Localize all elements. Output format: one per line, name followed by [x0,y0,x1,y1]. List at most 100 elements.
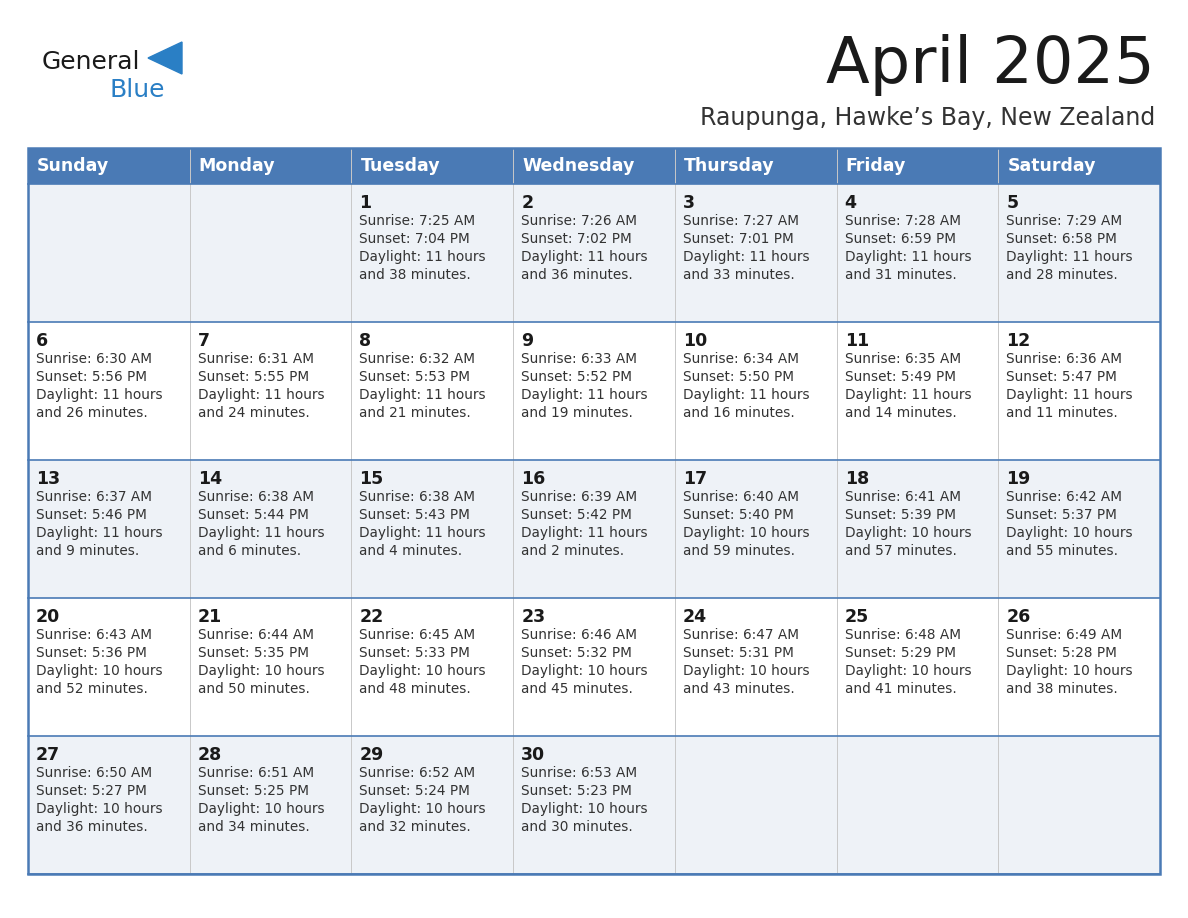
Text: Daylight: 11 hours: Daylight: 11 hours [522,388,647,402]
Bar [836,148,998,184]
Text: Wednesday: Wednesday [523,157,634,175]
Text: and 45 minutes.: and 45 minutes. [522,682,633,696]
Text: Sunrise: 6:32 AM: Sunrise: 6:32 AM [360,352,475,366]
Text: Daylight: 10 hours: Daylight: 10 hours [1006,664,1133,678]
Text: Sunset: 5:43 PM: Sunset: 5:43 PM [360,508,470,522]
Text: Daylight: 11 hours: Daylight: 11 hours [683,388,809,402]
Text: and 2 minutes.: and 2 minutes. [522,544,624,558]
Text: 4: 4 [845,194,857,212]
Text: and 36 minutes.: and 36 minutes. [522,268,633,282]
Text: Daylight: 10 hours: Daylight: 10 hours [522,802,647,816]
Text: Daylight: 11 hours: Daylight: 11 hours [360,526,486,540]
Text: April 2025: April 2025 [826,34,1155,96]
Text: and 36 minutes.: and 36 minutes. [36,820,147,834]
Text: Daylight: 11 hours: Daylight: 11 hours [197,526,324,540]
Text: 8: 8 [360,332,372,350]
Text: Sunset: 6:59 PM: Sunset: 6:59 PM [845,232,955,246]
Text: and 50 minutes.: and 50 minutes. [197,682,310,696]
Text: and 21 minutes.: and 21 minutes. [360,406,472,420]
Text: Sunrise: 6:51 AM: Sunrise: 6:51 AM [197,766,314,780]
Text: Sunrise: 6:50 AM: Sunrise: 6:50 AM [36,766,152,780]
Bar [29,460,1159,598]
Text: Sunrise: 6:33 AM: Sunrise: 6:33 AM [522,352,637,366]
Text: Sunrise: 6:47 AM: Sunrise: 6:47 AM [683,628,798,642]
Text: Sunrise: 6:38 AM: Sunrise: 6:38 AM [197,490,314,504]
Text: Friday: Friday [846,157,906,175]
Text: 22: 22 [360,608,384,626]
Text: and 33 minutes.: and 33 minutes. [683,268,795,282]
Text: Blue: Blue [110,78,165,102]
Text: 12: 12 [1006,332,1030,350]
Text: Sunset: 5:49 PM: Sunset: 5:49 PM [845,370,955,384]
Text: Daylight: 11 hours: Daylight: 11 hours [522,250,647,264]
Bar [29,322,1159,460]
Text: Thursday: Thursday [684,157,775,175]
Bar [29,598,1159,736]
Text: Sunrise: 6:31 AM: Sunrise: 6:31 AM [197,352,314,366]
Text: Sunset: 5:55 PM: Sunset: 5:55 PM [197,370,309,384]
Text: and 6 minutes.: and 6 minutes. [197,544,301,558]
Text: and 4 minutes.: and 4 minutes. [360,544,462,558]
Bar [998,148,1159,184]
Text: Sunrise: 6:48 AM: Sunrise: 6:48 AM [845,628,961,642]
Text: Sunrise: 7:28 AM: Sunrise: 7:28 AM [845,214,961,228]
Text: Daylight: 10 hours: Daylight: 10 hours [197,802,324,816]
Text: Daylight: 11 hours: Daylight: 11 hours [36,388,163,402]
Text: Sunrise: 6:40 AM: Sunrise: 6:40 AM [683,490,798,504]
Text: General: General [42,50,140,74]
Text: 20: 20 [36,608,61,626]
Text: 7: 7 [197,332,210,350]
Text: 26: 26 [1006,608,1030,626]
Text: and 32 minutes.: and 32 minutes. [360,820,472,834]
Text: Daylight: 11 hours: Daylight: 11 hours [36,526,163,540]
Text: Daylight: 11 hours: Daylight: 11 hours [683,250,809,264]
Text: 16: 16 [522,470,545,488]
Text: Sunset: 5:39 PM: Sunset: 5:39 PM [845,508,955,522]
Bar [675,148,836,184]
Bar [352,148,513,184]
Text: and 48 minutes.: and 48 minutes. [360,682,472,696]
Text: Sunday: Sunday [37,157,109,175]
Text: and 11 minutes.: and 11 minutes. [1006,406,1118,420]
Bar [513,148,675,184]
Text: Sunrise: 6:41 AM: Sunrise: 6:41 AM [845,490,961,504]
Text: Sunrise: 6:39 AM: Sunrise: 6:39 AM [522,490,637,504]
Text: Raupunga, Hawke’s Bay, New Zealand: Raupunga, Hawke’s Bay, New Zealand [700,106,1155,130]
Text: Daylight: 10 hours: Daylight: 10 hours [1006,526,1133,540]
Text: 15: 15 [360,470,384,488]
Text: and 43 minutes.: and 43 minutes. [683,682,795,696]
Text: Daylight: 10 hours: Daylight: 10 hours [683,526,809,540]
Text: 10: 10 [683,332,707,350]
Text: Daylight: 11 hours: Daylight: 11 hours [1006,250,1133,264]
Text: Sunset: 5:42 PM: Sunset: 5:42 PM [522,508,632,522]
Text: Daylight: 11 hours: Daylight: 11 hours [845,388,972,402]
Text: Daylight: 11 hours: Daylight: 11 hours [522,526,647,540]
Text: 30: 30 [522,746,545,764]
Text: Sunset: 7:02 PM: Sunset: 7:02 PM [522,232,632,246]
Text: Sunset: 5:23 PM: Sunset: 5:23 PM [522,784,632,798]
Text: and 28 minutes.: and 28 minutes. [1006,268,1118,282]
Text: Sunrise: 7:26 AM: Sunrise: 7:26 AM [522,214,637,228]
Text: Sunset: 5:24 PM: Sunset: 5:24 PM [360,784,470,798]
Text: and 31 minutes.: and 31 minutes. [845,268,956,282]
Text: Sunrise: 7:25 AM: Sunrise: 7:25 AM [360,214,475,228]
Text: Sunrise: 6:34 AM: Sunrise: 6:34 AM [683,352,798,366]
Text: 27: 27 [36,746,61,764]
Text: Sunset: 6:58 PM: Sunset: 6:58 PM [1006,232,1117,246]
Text: Sunset: 5:46 PM: Sunset: 5:46 PM [36,508,147,522]
Text: and 14 minutes.: and 14 minutes. [845,406,956,420]
Bar [29,148,1159,874]
Text: Daylight: 10 hours: Daylight: 10 hours [683,664,809,678]
Text: Sunrise: 6:42 AM: Sunrise: 6:42 AM [1006,490,1123,504]
Text: and 57 minutes.: and 57 minutes. [845,544,956,558]
Text: Sunset: 5:32 PM: Sunset: 5:32 PM [522,646,632,660]
Text: 13: 13 [36,470,61,488]
Text: Sunset: 5:31 PM: Sunset: 5:31 PM [683,646,794,660]
Text: Sunset: 5:28 PM: Sunset: 5:28 PM [1006,646,1117,660]
Text: and 24 minutes.: and 24 minutes. [197,406,309,420]
Text: Sunrise: 6:30 AM: Sunrise: 6:30 AM [36,352,152,366]
Text: Sunset: 5:50 PM: Sunset: 5:50 PM [683,370,794,384]
Text: Monday: Monday [198,157,276,175]
Text: 3: 3 [683,194,695,212]
Text: Sunset: 5:27 PM: Sunset: 5:27 PM [36,784,147,798]
